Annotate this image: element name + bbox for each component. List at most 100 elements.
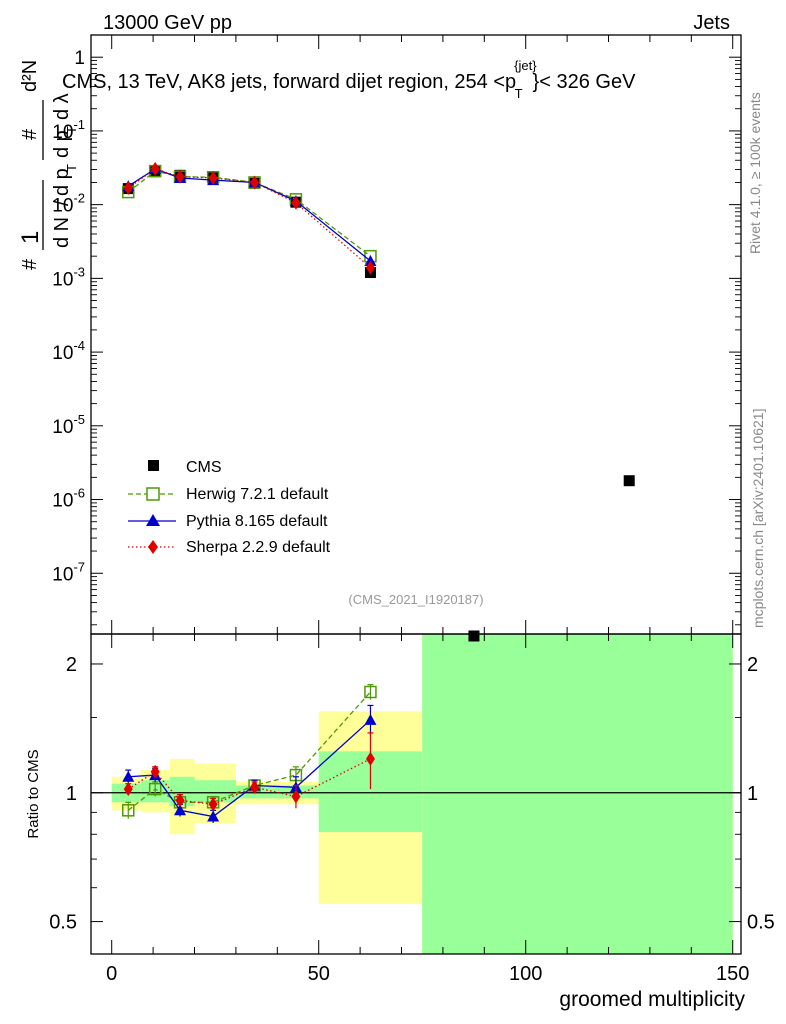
sherpa-point-6 <box>365 260 375 275</box>
ylabel-dpt-2: d p <box>51 130 73 158</box>
title-subscript: T <box>515 86 523 101</box>
ratio-plot-frame <box>90 633 742 955</box>
ylabel-hash-2: # <box>19 128 41 140</box>
x-tick-label-3: 150 <box>716 963 749 985</box>
legend-label-pythia: Pythia 8.165 default <box>186 513 328 530</box>
rivet-version-label: Rivet 4.1.0, ≥ 100k events <box>747 92 763 254</box>
ratio-sherpa-point-5 <box>291 789 301 804</box>
legend-marker-sherpa <box>148 540 158 554</box>
y-tick-exp-5: -2 <box>73 191 85 206</box>
x-axis-label: groomed multiplicity <box>559 988 745 1011</box>
ylabel-slash: / <box>51 200 73 206</box>
legend-marker-herwig <box>146 487 160 501</box>
ratio-y-axis-label: Ratio to CMS <box>25 749 42 838</box>
ratio-sherpa-point-1 <box>150 764 160 779</box>
ratio-herwig-point-6 <box>364 685 377 699</box>
pythia-line <box>127 168 371 262</box>
x-tick-label-1: 50 <box>308 963 330 985</box>
legend: CMS Herwig 7.2.1 default Pythia 8.165 de… <box>128 459 331 556</box>
green-band-7 <box>422 634 733 954</box>
sherpa-point-1 <box>150 161 160 176</box>
ylabel-dpt: d p <box>51 168 73 196</box>
title-end: }< 326 GeV <box>533 71 637 93</box>
ratio-sherpa-point-4 <box>250 780 260 795</box>
y-tick-exp-0: -7 <box>73 559 85 574</box>
ratio-sherpa-point-2 <box>175 793 185 808</box>
y-tick-base-7: 1 <box>74 48 85 69</box>
main-series-layer <box>122 161 635 642</box>
y-tick-label-0: 10-7 <box>52 559 85 585</box>
y-tick-label-6: 10-1 <box>52 117 85 143</box>
ylabel-t-sub: T <box>64 164 79 172</box>
pythia-point-6 <box>364 254 377 266</box>
cms-point-8 <box>623 475 635 487</box>
green-band-3 <box>194 780 236 803</box>
sherpa-point-2 <box>175 169 185 184</box>
main-y-axis-label: # 1 d N / d p T # d p T d λ d²N <box>17 60 79 270</box>
y-tick-label-1: 10-6 <box>52 486 85 512</box>
y-tick-base-4: 10 <box>52 269 73 290</box>
ratio-axis-ticks: 0.5 0.5 1 1 2 2 0 50 100 150 <box>49 634 775 985</box>
y-tick-label-7: 1 <box>74 48 85 69</box>
ratio-pythia-point-6 <box>364 713 377 725</box>
y-tick-exp-6: -1 <box>73 117 85 132</box>
ratio-pythia-point-2 <box>174 804 187 816</box>
ratio-sherpa-point-6 <box>365 751 375 766</box>
y-tick-exp-3: -4 <box>73 338 85 353</box>
y-tick-base-1: 10 <box>52 491 73 512</box>
legend-marker-cms <box>148 460 159 471</box>
sherpa-point-5 <box>291 195 301 210</box>
ratio-pythia-point-0 <box>122 770 135 782</box>
legend-label-cms: CMS <box>186 459 222 476</box>
ratio-uncertainty-bands <box>111 634 733 954</box>
ylabel-dlambda: d λ <box>51 93 73 120</box>
sherpa-point-3 <box>208 170 218 185</box>
ratio-y-tick-label-left-1: 1 <box>66 783 77 805</box>
beam-label: 13000 GeV pp <box>103 12 232 34</box>
ylabel-dn: d N <box>51 217 73 248</box>
y-tick-base-2: 10 <box>52 417 73 438</box>
sherpa-point-0 <box>123 181 133 196</box>
legend-marker-pythia <box>146 514 160 526</box>
y-tick-label-4: 10-3 <box>52 264 85 290</box>
x-tick-label-0: 0 <box>106 963 117 985</box>
y-tick-base-0: 10 <box>52 564 73 585</box>
plot-title: CMS, 13 TeV, AK8 jets, forward dijet reg… <box>62 58 636 101</box>
title-superscript: {jet} <box>514 58 537 73</box>
ylabel-one: 1 <box>17 231 44 244</box>
y-tick-exp-1: -6 <box>73 486 85 501</box>
analysis-id: (CMS_2021_I1920187) <box>348 592 483 607</box>
y-tick-exp-4: -3 <box>73 264 85 279</box>
ratio-y-tick-label-left-0: 0.5 <box>49 912 77 934</box>
legend-label-herwig: Herwig 7.2.1 default <box>186 486 329 503</box>
ylabel-d2n: d²N <box>19 60 41 92</box>
legend-label-sherpa: Sherpa 2.2.9 default <box>186 539 331 556</box>
ratio-pythia-point-3 <box>207 810 220 822</box>
y-tick-label-2: 10-5 <box>52 412 85 438</box>
mcplots-label: mcplots.cern.ch [arXiv:2401.10621] <box>750 409 766 628</box>
category-label: Jets <box>693 12 730 34</box>
ylabel-hash-1: # <box>19 258 41 270</box>
y-tick-label-5: 10-2 <box>52 191 85 217</box>
y-tick-base-3: 10 <box>52 343 73 364</box>
y-tick-exp-2: -5 <box>73 412 85 427</box>
ratio-series-layer <box>122 683 377 823</box>
ratio-sherpa-point-3 <box>208 797 218 812</box>
cms-point-7 <box>468 630 480 642</box>
ylabel-t-sub-2: T <box>64 126 79 134</box>
y-tick-label-3: 10-4 <box>52 338 85 364</box>
sherpa-point-4 <box>250 175 260 190</box>
ratio-sherpa-point-0 <box>123 782 133 797</box>
ratio-y-tick-label-right-1: 1 <box>747 783 758 805</box>
y-tick-base-6: 10 <box>52 122 73 143</box>
ratio-herwig-point-0 <box>122 804 135 817</box>
main-axis-ticks: 10-710-610-510-410-310-210-11 <box>52 34 741 634</box>
ratio-y-tick-label-left-2: 2 <box>66 654 77 676</box>
ratio-herwig-point-1 <box>148 782 162 796</box>
y-tick-base-5: 10 <box>52 196 73 217</box>
ratio-y-tick-label-right-0: 0.5 <box>747 912 775 934</box>
ratio-y-tick-label-right-2: 2 <box>747 654 758 676</box>
title-main: CMS, 13 TeV, AK8 jets, forward dijet reg… <box>62 71 516 93</box>
x-tick-label-2: 100 <box>509 963 542 985</box>
